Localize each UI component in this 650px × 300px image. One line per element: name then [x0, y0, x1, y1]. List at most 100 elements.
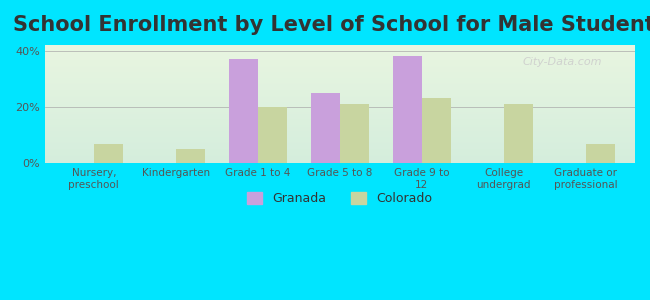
Bar: [45, 134, 635, 135]
Bar: [45, 135, 635, 136]
Bar: [45, 104, 635, 105]
Bar: [45, 129, 635, 130]
Bar: [45, 66, 635, 68]
Bar: [45, 141, 635, 142]
Bar: [45, 84, 635, 85]
Bar: [45, 89, 635, 90]
Bar: [45, 56, 635, 57]
Bar: [176, 149, 205, 163]
Bar: [504, 104, 532, 163]
Bar: [45, 82, 635, 83]
Bar: [45, 125, 635, 127]
Bar: [45, 90, 635, 91]
Bar: [45, 92, 635, 93]
Bar: [45, 46, 635, 47]
Bar: [45, 152, 635, 153]
Bar: [45, 127, 635, 128]
Bar: [45, 71, 635, 72]
Bar: [45, 88, 635, 89]
Bar: [45, 109, 635, 110]
Bar: [45, 117, 635, 118]
Bar: [45, 153, 635, 154]
Bar: [45, 156, 635, 158]
Bar: [45, 140, 635, 141]
Bar: [45, 119, 635, 121]
Bar: [45, 137, 635, 138]
Bar: [45, 128, 635, 129]
Bar: [45, 155, 635, 156]
Bar: [45, 150, 635, 152]
Bar: [45, 47, 635, 48]
Bar: [45, 64, 635, 65]
Bar: [45, 80, 635, 82]
Bar: [45, 83, 635, 84]
Bar: [45, 105, 635, 106]
Bar: [45, 106, 635, 108]
Bar: [45, 142, 635, 143]
Bar: [45, 114, 635, 115]
Bar: [45, 111, 635, 112]
Bar: [45, 100, 635, 102]
Bar: [45, 70, 635, 71]
Bar: [45, 146, 635, 147]
Bar: [393, 56, 422, 163]
Bar: [45, 72, 635, 73]
Bar: [45, 52, 635, 53]
Bar: [45, 154, 635, 155]
Bar: [586, 144, 614, 163]
Bar: [45, 112, 635, 114]
Bar: [422, 98, 450, 163]
Bar: [45, 50, 635, 51]
Bar: [45, 131, 635, 133]
Bar: [45, 63, 635, 64]
Bar: [45, 53, 635, 54]
Bar: [340, 104, 369, 163]
Bar: [45, 91, 635, 92]
Bar: [45, 149, 635, 150]
Title: School Enrollment by Level of School for Male Students: School Enrollment by Level of School for…: [13, 15, 650, 35]
Bar: [45, 60, 635, 62]
Bar: [45, 51, 635, 52]
Bar: [45, 65, 635, 66]
Bar: [45, 122, 635, 123]
Bar: [45, 161, 635, 162]
Bar: [45, 45, 635, 46]
Bar: [45, 74, 635, 76]
Bar: [45, 94, 635, 96]
Bar: [45, 69, 635, 70]
Bar: [45, 77, 635, 78]
Bar: [45, 73, 635, 74]
Bar: [45, 143, 635, 144]
Bar: [45, 121, 635, 122]
Bar: [45, 61, 635, 63]
Bar: [45, 162, 635, 163]
Bar: [311, 93, 340, 163]
Bar: [45, 54, 635, 56]
Bar: [229, 59, 258, 163]
Bar: [45, 147, 635, 148]
Bar: [45, 79, 635, 80]
Bar: [45, 93, 635, 94]
Bar: [45, 102, 635, 103]
Bar: [45, 158, 635, 159]
Bar: [45, 99, 635, 101]
Bar: [45, 96, 635, 97]
Bar: [45, 58, 635, 59]
Bar: [45, 133, 635, 134]
Bar: [45, 76, 635, 77]
Bar: [45, 78, 635, 79]
Bar: [258, 107, 287, 163]
Bar: [45, 118, 635, 119]
Legend: Granada, Colorado: Granada, Colorado: [242, 187, 437, 210]
Bar: [45, 130, 635, 131]
Bar: [45, 115, 635, 116]
Bar: [45, 48, 635, 50]
Bar: [45, 108, 635, 109]
Bar: [45, 148, 635, 149]
Bar: [45, 59, 635, 60]
Bar: [45, 138, 635, 140]
Bar: [45, 86, 635, 88]
Bar: [45, 98, 635, 99]
Bar: [45, 116, 635, 117]
Bar: [45, 144, 635, 145]
